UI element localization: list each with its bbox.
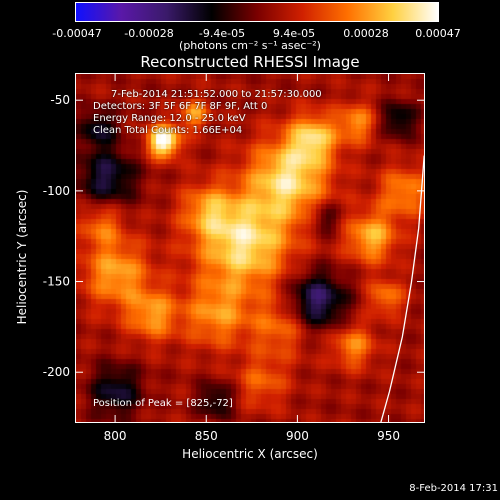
colorbar <box>75 2 439 22</box>
colorbar-tick: 0.00047 <box>415 27 461 40</box>
y-tick-label: -150 <box>43 275 70 289</box>
info-detectors: Detectors: 3F 5F 6F 7F 8F 9F, Att 0 <box>93 101 268 112</box>
colorbar-tick: -0.00047 <box>52 27 102 40</box>
plot-overlay <box>380 155 424 422</box>
colorbar-tick: 0.00028 <box>343 27 389 40</box>
image-plot-area: 7-Feb-2014 21:51:52.000 to 21:57:30.000 … <box>75 73 425 423</box>
x-tick-label: 850 <box>195 429 218 443</box>
solar-limb-line <box>380 155 424 422</box>
rhessi-heatmap <box>76 74 424 422</box>
x-tick-label: 900 <box>286 429 309 443</box>
colorbar-tick: -0.00028 <box>124 27 174 40</box>
colorbar-tick: 9.4e-05 <box>272 27 316 40</box>
y-tick-label: -100 <box>43 184 70 198</box>
colorbar-tick: -9.4e-05 <box>198 27 246 40</box>
x-tick-label: 800 <box>104 429 127 443</box>
x-axis-label: Heliocentric X (arcsec) <box>182 447 318 461</box>
chart-title: Reconstructed RHESSI Image <box>140 53 360 71</box>
y-tick-label: -50 <box>50 93 70 107</box>
timestamp: 8-Feb-2014 17:31 <box>409 483 498 494</box>
info-time-range: 7-Feb-2014 21:51:52.000 to 21:57:30.000 <box>111 89 322 100</box>
y-tick-label: -200 <box>43 365 70 379</box>
y-axis-label: Heliocentric Y (arcsec) <box>15 189 29 325</box>
peak-position-text: Position of Peak = [825,-72] <box>93 398 233 409</box>
colorbar-unit-label: (photons cm⁻² s⁻¹ asec⁻²) <box>179 39 321 52</box>
x-tick-label: 950 <box>377 429 400 443</box>
info-energy-range: Energy Range: 12.0 - 25.0 keV <box>93 113 246 124</box>
info-clean-counts: Clean Total Counts: 1.66E+04 <box>93 125 243 136</box>
